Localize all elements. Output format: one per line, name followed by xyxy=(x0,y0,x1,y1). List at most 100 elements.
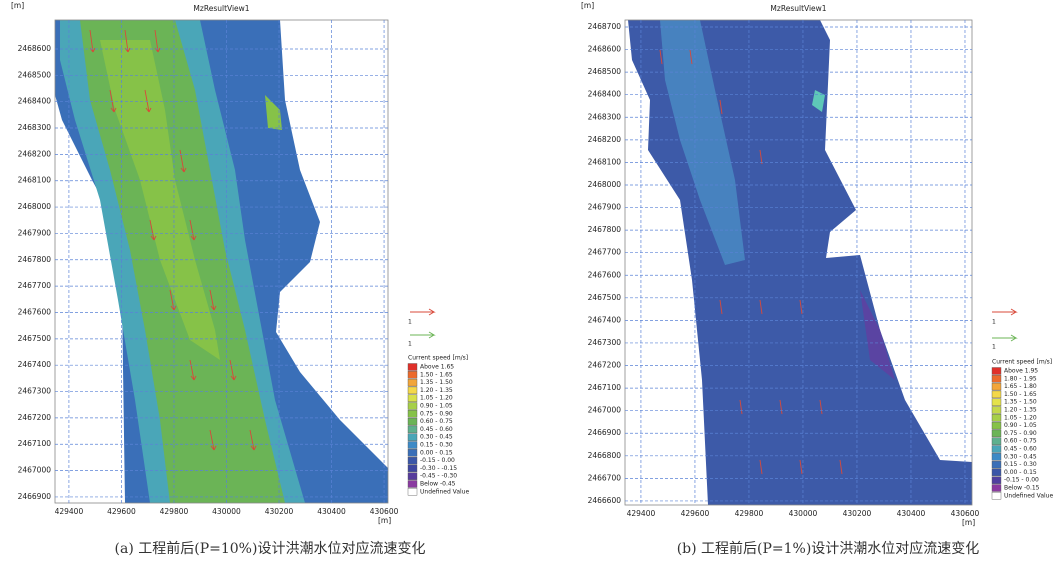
y-tick-label: 2468000 xyxy=(588,180,622,189)
y-tick-label: 2467300 xyxy=(18,387,52,396)
y-tick-label: 2468400 xyxy=(18,97,52,106)
legend-swatch xyxy=(992,469,1001,476)
flow-field-b xyxy=(625,20,1016,505)
legend-label: 0.60 - 0.75 xyxy=(1004,438,1037,445)
y-tick-label: 2468600 xyxy=(18,44,52,53)
legend-label: 1.80 - 1.95 xyxy=(1004,375,1037,382)
legend-swatch xyxy=(992,477,1001,484)
legend-swatch xyxy=(408,442,417,449)
x-tick-label: 429600 xyxy=(681,509,710,518)
y-tick-label: 2467400 xyxy=(588,315,622,324)
y-tick-label: 2468300 xyxy=(588,112,622,121)
y-tick-label: 2468100 xyxy=(18,176,52,185)
y-tick-label: 2467400 xyxy=(18,360,52,369)
legend-swatch xyxy=(992,407,1001,414)
legend-label: Undefined Value xyxy=(1004,492,1053,499)
y-tick-label: 2466700 xyxy=(588,473,622,482)
vector-scale-label: 1 xyxy=(408,319,412,326)
legend-swatch xyxy=(408,371,417,378)
legend-swatch xyxy=(992,368,1001,375)
legend-label: 0.45 - 0.60 xyxy=(1004,446,1037,453)
x-tick-label: 430000 xyxy=(789,509,818,518)
legend-label: 1.50 - 1.65 xyxy=(420,371,453,378)
legend-swatch xyxy=(992,383,1001,390)
legend-swatch xyxy=(408,465,417,472)
legend-title: Current speed [m/s] xyxy=(992,359,1052,366)
y-tick-label: 2468600 xyxy=(588,45,622,54)
legend-swatch xyxy=(992,391,1001,398)
legend-label: 0.45 - 0.60 xyxy=(420,426,453,433)
y-unit: [m] xyxy=(11,1,24,10)
legend-label: Above 1.65 xyxy=(420,364,454,371)
legend-label: 1.20 - 1.35 xyxy=(1004,407,1037,414)
x-tick-label: 429400 xyxy=(627,509,656,518)
legend-swatch xyxy=(408,434,417,441)
y-tick-label: 2467200 xyxy=(18,413,52,422)
caption: (b) 工程前后(P=1%)设计洪潮水位对应流速变化 xyxy=(677,540,980,557)
legend-label: -0.15 - 0.00 xyxy=(1004,477,1039,484)
legend-label: 0.75 - 0.90 xyxy=(420,410,453,417)
y-tick-label: 2467300 xyxy=(588,338,622,347)
legend-title: Current speed [m/s] xyxy=(408,355,468,362)
legend-swatch xyxy=(992,375,1001,382)
legend-swatch xyxy=(992,453,1001,460)
legend-swatch xyxy=(408,488,417,495)
y-tick-label: 2467900 xyxy=(18,228,52,237)
x-tick-label: 430200 xyxy=(843,509,872,518)
y-tick-label: 2467100 xyxy=(588,383,622,392)
legend-label: 1.35 - 1.50 xyxy=(420,379,453,386)
legend-label: 1.05 - 1.20 xyxy=(420,395,453,402)
legend-swatch xyxy=(408,379,417,386)
y-tick-label: 2468500 xyxy=(18,70,52,79)
x-tick-label: 430600 xyxy=(370,507,399,516)
figure: MzResultView1 [m] [m] 429400 429600 429800 430… xyxy=(0,0,1056,563)
legend-label: 0.15 - 0.30 xyxy=(420,442,453,449)
y-tick-label: 2466600 xyxy=(588,496,622,505)
y-tick-label: 2467800 xyxy=(18,255,52,264)
legend-swatch xyxy=(408,364,417,371)
y-tick-label: 2466900 xyxy=(18,492,52,501)
view-title: MzResultView1 xyxy=(193,4,249,13)
y-tick-label: 2467000 xyxy=(588,406,622,415)
legend-label: 0.90 - 1.05 xyxy=(420,403,453,410)
flow-field-a xyxy=(55,20,434,503)
legend-label: 0.30 - 0.45 xyxy=(1004,453,1037,460)
view-title: MzResultView1 xyxy=(770,4,826,13)
legend-label: Undefined Value xyxy=(420,488,469,495)
legend-swatch xyxy=(992,485,1001,492)
x-tick-label: 430400 xyxy=(317,507,346,516)
legend-label: 0.60 - 0.75 xyxy=(420,418,453,425)
legend-swatch xyxy=(992,414,1001,421)
y-tick-label: 2467600 xyxy=(18,307,52,316)
x-tick-label: 429600 xyxy=(107,507,136,516)
vector-scale-label: 1 xyxy=(992,344,996,351)
vector-scale-label: 1 xyxy=(992,319,996,326)
legend-label: 0.90 - 1.05 xyxy=(1004,422,1037,429)
legend-swatch xyxy=(992,446,1001,453)
x-tick-label: 430000 xyxy=(212,507,241,516)
y-tick-label: 2466900 xyxy=(588,428,622,437)
x-tick-label: 430600 xyxy=(951,509,980,518)
legend-swatch xyxy=(408,449,417,456)
x-unit: [m] xyxy=(378,516,391,525)
legend-label: -0.30 - -0.15 xyxy=(420,465,457,472)
y-tick-label: 2466800 xyxy=(588,451,622,460)
y-unit: [m] xyxy=(581,1,594,10)
legend-swatch xyxy=(408,426,417,433)
y-tick-label: 2467900 xyxy=(588,203,622,212)
legend-swatch xyxy=(408,387,417,394)
legend-label: 1.50 - 1.65 xyxy=(1004,391,1037,398)
x-tick-label: 430400 xyxy=(897,509,926,518)
y-tick-label: 2467000 xyxy=(18,466,52,475)
x-tick-label: 429400 xyxy=(55,507,84,516)
legend-swatch xyxy=(992,461,1001,468)
y-tick-label: 2468700 xyxy=(588,22,622,31)
legend-swatch xyxy=(992,438,1001,445)
legend-swatch xyxy=(408,403,417,410)
y-tick-label: 2467200 xyxy=(588,361,622,370)
y-tick-label: 2468100 xyxy=(588,157,622,166)
x-tick-label: 429800 xyxy=(735,509,764,518)
legend-label: 0.15 - 0.30 xyxy=(1004,461,1037,468)
legend-label: 0.30 - 0.45 xyxy=(420,434,453,441)
y-tick-label: 2467700 xyxy=(588,248,622,257)
